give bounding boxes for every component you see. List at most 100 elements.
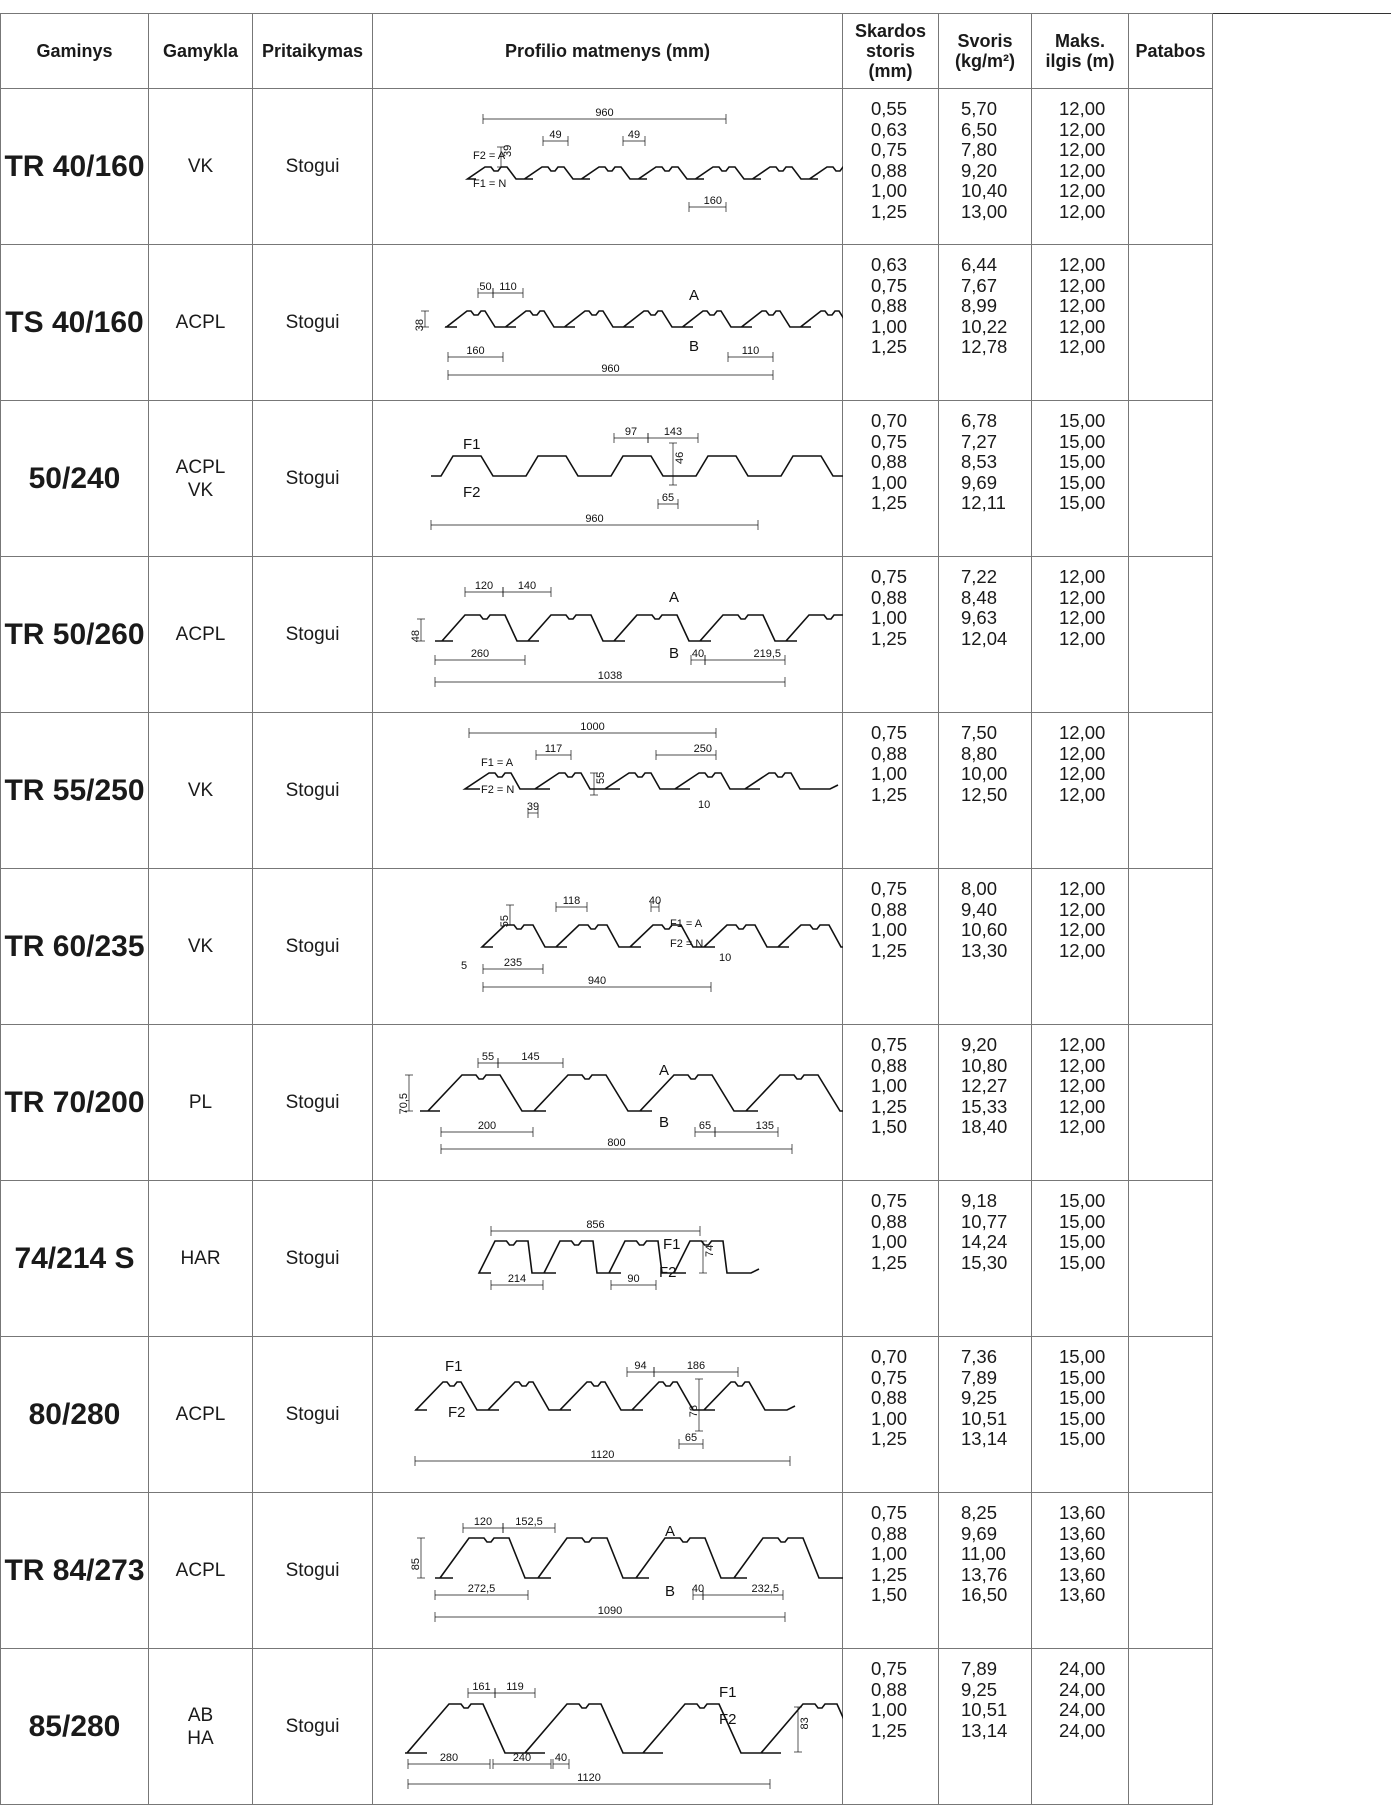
dimension-label: 145 (521, 1051, 539, 1063)
dimension-label: 39 (527, 801, 539, 813)
max-length-value: 12,00 (1059, 586, 1106, 608)
profile-drawing: 55 118 40 235 940 5 10 F1 = A F2 = N (461, 895, 843, 992)
thickness-value: 1,25 (871, 1428, 908, 1449)
max-length-value: 15,00 (1059, 430, 1106, 452)
profile-label: A (659, 1062, 669, 1079)
dimension-label: 260 (471, 648, 489, 660)
flashings-cell (1128, 244, 1213, 401)
flashings-cell (1128, 1024, 1213, 1181)
max-length-cell: 13,60 13,60 13,60 13,60 13,60 (1031, 1492, 1129, 1649)
weight-value: 10,22 (961, 315, 1008, 337)
thickness-value: 1,00 (871, 919, 908, 940)
profile-label: A (669, 589, 679, 606)
thickness-value: 0,88 (871, 1054, 908, 1076)
profile-drawing-cell: 50 110 160 960 110 38 A B (372, 244, 843, 401)
profile-label: F1 = N (473, 178, 506, 190)
weight-cell: 6,78 7,27 8,53 9,69 12,11 (938, 400, 1032, 557)
profile-label: F2 (659, 1264, 677, 1281)
profile-drawing-cell: 161 119 280 240 40 1120 83 F1 F2 (372, 1648, 843, 1805)
thickness-cell: 0,75 0,88 1,00 1,25 (842, 1648, 939, 1805)
usage-cell: Stogui (252, 244, 373, 401)
table-row: TR 84/273 ACPL Stogui 120 152,5 85 272,5 109… (0, 1492, 1391, 1649)
product-name: TR 55/250 (0, 712, 149, 869)
table-row: 80/280 ACPL Stogui 94 186 78 65 1120 F1 F2 0,7… (0, 1336, 1391, 1493)
weight-value: 13,76 (961, 1563, 1008, 1585)
profile-outline (431, 455, 843, 477)
dimension-label: 48 (410, 630, 422, 642)
max-length-value: 12,00 (1059, 722, 1106, 743)
thickness-value: 0,88 (871, 1522, 908, 1544)
thickness-value: 1,25 (871, 1095, 908, 1117)
max-length-value: 15,00 (1059, 1387, 1106, 1408)
weight-value: 9,63 (961, 607, 998, 628)
factory-code: HAR (180, 1248, 221, 1269)
max-length-value: 12,00 (1059, 1116, 1106, 1137)
dimension-label: 960 (595, 107, 613, 119)
usage-cell: Stogui (252, 868, 373, 1025)
weight-value: 10,77 (961, 1210, 1008, 1232)
max-length-cell: 12,00 12,00 12,00 12,00 12,00 (1031, 244, 1129, 401)
header-row: Gaminys Gamykla Pritaikymas Profilio mat… (0, 13, 1391, 89)
thickness-cell: 0,75 0,88 1,00 1,25 (842, 868, 939, 1025)
profile-label: F2 = N (481, 784, 514, 796)
weight-value: 10,60 (961, 919, 1008, 940)
dimension-label: 65 (685, 1432, 697, 1444)
table-row: TR 60/235 VK Stogui 55 118 40 235 940 5 10 F1 =… (0, 868, 1391, 1025)
weight-value: 18,40 (961, 1116, 1008, 1137)
thickness-value: 0,88 (871, 295, 908, 316)
flashings-cell (1128, 1180, 1213, 1337)
dimension-label: 78 (688, 1405, 700, 1417)
weight-value: 12,04 (961, 627, 1008, 649)
thickness-value: 0,75 (871, 878, 908, 899)
thickness-value: 0,70 (871, 410, 908, 431)
thickness-value: 1,50 (871, 1116, 908, 1137)
dimension-label: 40 (692, 648, 704, 660)
factory-cell: AB HA (148, 1648, 253, 1805)
header-factory: Gamykla (148, 13, 253, 89)
thickness-value: 0,75 (871, 1034, 908, 1055)
thickness-value: 1,25 (871, 1251, 908, 1273)
weight-value: 15,30 (961, 1251, 1008, 1273)
dimension-label: 49 (628, 129, 640, 141)
factory-cell: ACPL (148, 1492, 253, 1649)
dimension-label: 38 (414, 319, 426, 331)
header-thickness: Skardos storis (mm) (842, 13, 939, 89)
dimension-label: 50 (479, 281, 491, 293)
weight-value: 12,78 (961, 336, 1008, 357)
usage-cell: Stogui (252, 712, 373, 869)
table-row: 50/240 ACPL VK Stogui 97 143 46 65 960 F1 F2 0… (0, 400, 1391, 557)
thickness-value: 0,63 (871, 118, 908, 140)
weight-value: 13,14 (961, 1719, 1008, 1741)
max-length-cell: 12,00 12,00 12,00 12,00 (1031, 556, 1129, 713)
weight-cell: 6,44 7,67 8,99 10,22 12,78 (938, 244, 1032, 401)
dimension-label: 235 (504, 957, 522, 969)
max-length-value: 12,00 (1059, 139, 1106, 160)
weight-value: 10,80 (961, 1054, 1008, 1076)
header-weight: Svoris (kg/m²) (938, 13, 1032, 89)
weight-value: 9,20 (961, 159, 998, 181)
profile-drawing: 856 214 90 74 F1 F2 (477, 1219, 760, 1290)
weight-value: 7,89 (961, 1658, 998, 1679)
profile-label: F1 (445, 1358, 463, 1375)
factory-cell: ACPL VK (148, 400, 253, 557)
weight-value: 8,80 (961, 742, 998, 764)
thickness-value: 1,00 (871, 180, 908, 201)
profile-label: F2 (448, 1404, 466, 1421)
max-length-value: 12,00 (1059, 315, 1106, 337)
thickness-cell: 0,75 0,88 1,00 1,25 (842, 1180, 939, 1337)
thickness-value: 1,50 (871, 1584, 908, 1605)
thickness-value: 0,63 (871, 254, 908, 275)
max-length-cell: 15,00 15,00 15,00 15,00 (1031, 1180, 1129, 1337)
factory-code: VK (187, 936, 214, 957)
weight-value: 7,67 (961, 274, 998, 296)
dimension-label: 1120 (577, 1772, 601, 1784)
dimension-label: 49 (549, 129, 561, 141)
header-thickness-line1: Skardos (854, 21, 927, 41)
max-length-value: 15,00 (1059, 471, 1106, 493)
header-profile: Profilio matmenys (mm) (372, 13, 843, 89)
factory-cell: PL (148, 1024, 253, 1181)
factory-cell: VK (148, 712, 253, 869)
factory-code: ACPL (175, 312, 226, 333)
max-length-value: 12,00 (1059, 1075, 1106, 1096)
weight-value: 16,50 (961, 1584, 1008, 1605)
